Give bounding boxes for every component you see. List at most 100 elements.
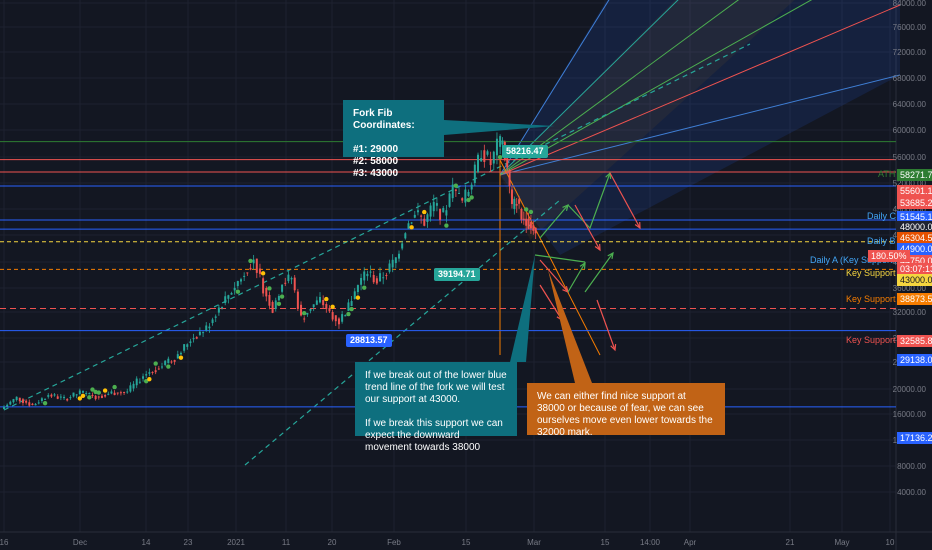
candle-body bbox=[303, 318, 306, 320]
fork-line-lower-outer bbox=[499, 74, 901, 176]
down-arrow-1-head bbox=[634, 221, 641, 230]
candle-body bbox=[360, 277, 363, 285]
orange-callout-pointer bbox=[548, 270, 592, 383]
candle-body bbox=[281, 284, 284, 292]
candle-body bbox=[224, 296, 227, 303]
candle-body bbox=[202, 332, 205, 334]
candle-body bbox=[532, 225, 535, 231]
candle-body bbox=[37, 402, 40, 404]
candle-body bbox=[341, 314, 344, 322]
indicator-dot bbox=[453, 183, 459, 188]
candle-body bbox=[85, 393, 88, 395]
candle-body bbox=[119, 392, 122, 394]
x-tick-label: Feb bbox=[387, 538, 401, 547]
candle-body bbox=[258, 268, 261, 274]
candle-body bbox=[426, 214, 429, 222]
candle-body bbox=[135, 378, 138, 386]
support-callout[interactable]: We can either find nice support at 38000… bbox=[527, 383, 725, 438]
fork-median-line bbox=[499, 4, 901, 176]
candle-body bbox=[221, 307, 224, 309]
x-tick-label: 10 bbox=[886, 538, 895, 547]
candle-body bbox=[385, 275, 388, 276]
fork-fib-callout[interactable]: Fork Fib Coordinates: #1: 29000 #2: 5800… bbox=[343, 100, 444, 179]
candle-body bbox=[230, 293, 233, 295]
price-badge: 51545.14 bbox=[897, 211, 932, 223]
price-badge: 03:07:13 bbox=[897, 263, 932, 275]
candle-body bbox=[520, 209, 523, 220]
candle-body bbox=[59, 396, 62, 398]
candle-body bbox=[277, 295, 280, 301]
candle-body bbox=[211, 319, 214, 324]
candle-body bbox=[527, 218, 530, 230]
candle-body bbox=[353, 291, 356, 299]
down-arrow-2 bbox=[574, 204, 601, 251]
indicator-dot bbox=[147, 377, 152, 382]
candle-body bbox=[183, 344, 186, 351]
candle-body bbox=[12, 399, 15, 403]
candle-body bbox=[499, 136, 502, 147]
price-badge: 53685.23 bbox=[897, 197, 932, 209]
candle-body bbox=[240, 279, 242, 282]
candle-body bbox=[192, 338, 195, 340]
candle-body bbox=[34, 403, 37, 406]
candle-body bbox=[461, 198, 464, 201]
link-line bbox=[534, 254, 586, 263]
candle-body bbox=[100, 395, 103, 398]
y-tick-label: 36000.00 bbox=[893, 284, 927, 293]
candle-body bbox=[176, 354, 179, 359]
candle-body bbox=[6, 404, 9, 407]
candle-body bbox=[356, 285, 359, 292]
candle-body bbox=[420, 215, 423, 217]
fork-outer-band bbox=[500, 0, 900, 255]
candle-body bbox=[435, 203, 438, 206]
candle-body bbox=[31, 403, 34, 405]
candle-body bbox=[534, 227, 537, 234]
indicator-dot bbox=[153, 361, 158, 366]
candle-body bbox=[170, 361, 173, 363]
candle-body bbox=[28, 402, 31, 406]
indicator-dot bbox=[77, 396, 83, 401]
indicator-dot bbox=[144, 378, 149, 384]
candle-body bbox=[75, 394, 78, 396]
indicator-dot bbox=[178, 355, 184, 360]
candle-body bbox=[416, 210, 419, 213]
candle-body bbox=[293, 277, 296, 291]
y-tick-label: 4000.00 bbox=[897, 488, 926, 497]
blue-trendline-callout[interactable]: If we break out of the lower blue trend … bbox=[355, 362, 517, 453]
y-tick-label: 48000.00 bbox=[893, 205, 927, 214]
change-badge: 180.50% bbox=[868, 250, 910, 262]
down-arrow-3 bbox=[539, 259, 569, 293]
indicator-dot bbox=[260, 271, 266, 276]
candle-body bbox=[94, 395, 97, 400]
price-badge: 43000.00 bbox=[897, 274, 932, 286]
indicator-dot bbox=[276, 301, 282, 307]
candle-body bbox=[123, 392, 126, 393]
x-tick-label: 15 bbox=[601, 538, 610, 547]
candle-body bbox=[173, 359, 176, 362]
candle-body bbox=[179, 352, 182, 355]
indicator-dot bbox=[422, 209, 427, 215]
candle-body bbox=[205, 325, 208, 331]
x-tick-label: 23 bbox=[184, 538, 193, 547]
ath-label: ATH bbox=[878, 169, 896, 179]
indicator-dot bbox=[267, 286, 272, 291]
candle-body bbox=[195, 337, 198, 339]
candle-body bbox=[508, 170, 511, 187]
indicator-dot bbox=[166, 364, 171, 369]
candle-body bbox=[379, 273, 382, 282]
candle-body bbox=[486, 151, 489, 155]
candle-body bbox=[404, 233, 407, 239]
up-arrow-3 bbox=[567, 262, 586, 293]
x-tick-label: 2021 bbox=[227, 538, 245, 547]
y-tick-label: 20000.00 bbox=[893, 385, 927, 394]
up-arrow-1 bbox=[539, 204, 569, 239]
candle-body bbox=[290, 278, 293, 280]
candle-body bbox=[477, 154, 479, 173]
fork-callout-pointer bbox=[444, 120, 555, 135]
candle-body bbox=[401, 243, 404, 249]
key-support-b-label: Key Support B bbox=[846, 268, 905, 278]
candle-body bbox=[309, 308, 312, 311]
candle-body bbox=[489, 159, 492, 166]
candle-body bbox=[161, 366, 163, 368]
